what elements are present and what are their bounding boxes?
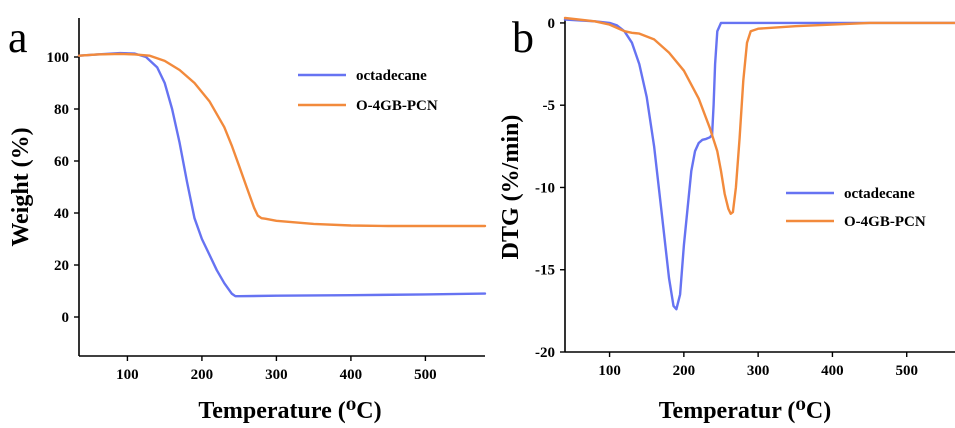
y-tick-label: 60 xyxy=(54,154,69,170)
y-tick-label: -15 xyxy=(535,263,555,279)
x-tick-label: 300 xyxy=(265,367,288,383)
legend-label: octadecane xyxy=(356,68,427,84)
y-tick-label: 80 xyxy=(54,102,69,118)
x-tick-label: 400 xyxy=(821,363,844,379)
x-axis-title: Temperature (⁰C) xyxy=(198,398,381,424)
x-tick-label: 500 xyxy=(895,363,918,379)
x-tick-label: 200 xyxy=(673,363,696,379)
x-tick-label: 100 xyxy=(598,363,621,379)
y-axis-title: Weight (%) xyxy=(8,127,34,246)
y-tick-label: 20 xyxy=(54,258,69,274)
y-axis-title: DTG (%/min) xyxy=(498,115,524,260)
series-line-o-4gb-pcn xyxy=(563,16,955,216)
x-tick-label: 400 xyxy=(340,367,363,383)
y-tick-label: 40 xyxy=(54,206,69,222)
panel-letter: a xyxy=(8,13,28,62)
chart-panel-a: 100 200 300 400 500 0 20 40 60 80 100 octadecane O-4… xyxy=(8,13,487,424)
legend: octadecane O-4GB-PCN xyxy=(298,68,438,114)
y-tick-label: -20 xyxy=(535,345,555,361)
legend-label: O-4GB-PCN xyxy=(356,98,438,114)
panel-letter: b xyxy=(512,13,534,62)
chart-panel-b: 100 200 300 400 500 0 -5 -10 -15 -20 octadecane O-4… xyxy=(498,13,955,424)
x-tick-label: 100 xyxy=(116,367,139,383)
x-tick-label: 200 xyxy=(191,367,214,383)
legend: octadecane O-4GB-PCN xyxy=(786,186,926,230)
series-line-octadecane xyxy=(77,51,487,298)
series-line-octadecane xyxy=(563,18,955,311)
y-tick-label: 0 xyxy=(548,16,556,32)
legend-label: O-4GB-PCN xyxy=(844,214,926,230)
y-tick-label: 100 xyxy=(47,50,70,66)
y-tick-label: -10 xyxy=(535,180,555,196)
series-line-o-4gb-pcn xyxy=(77,52,487,228)
x-axis-title: Temperatur (⁰C) xyxy=(659,398,832,424)
y-tick-label: -5 xyxy=(543,98,556,114)
legend-label: octadecane xyxy=(844,186,915,202)
x-tick-label: 300 xyxy=(747,363,770,379)
y-tick-label: 0 xyxy=(62,310,70,326)
x-tick-label: 500 xyxy=(414,367,437,383)
